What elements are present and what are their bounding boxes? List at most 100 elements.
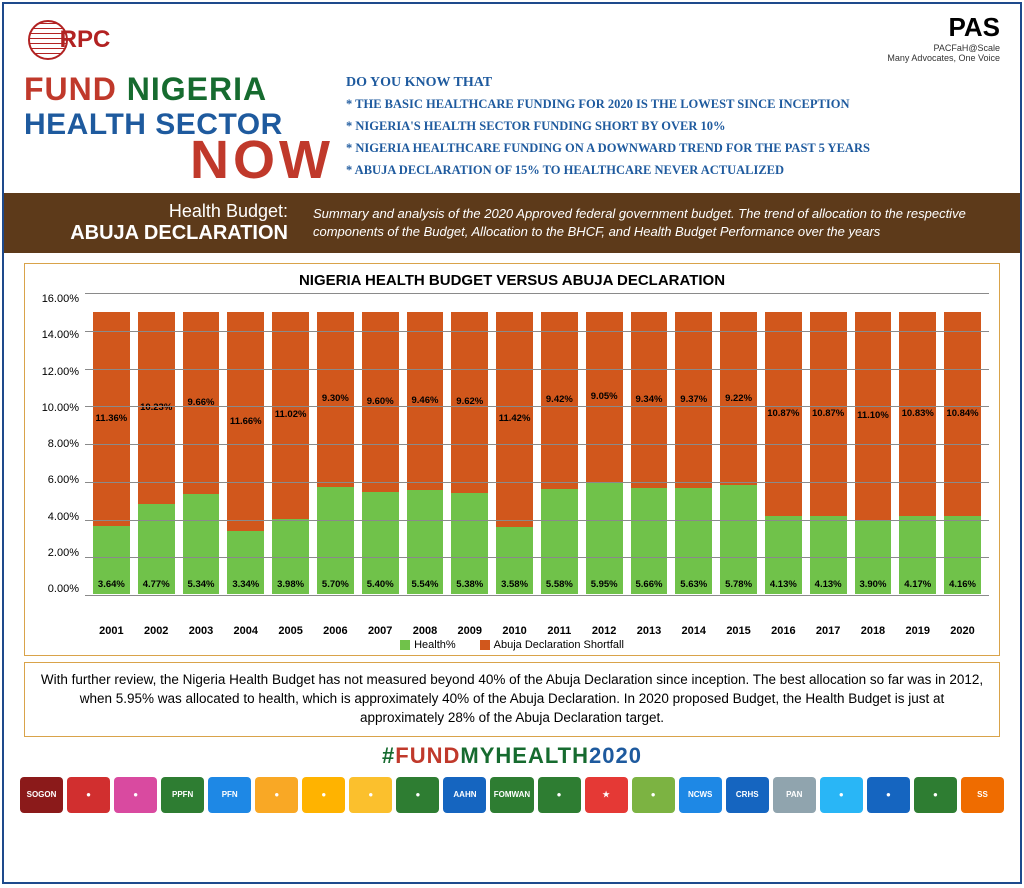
footer-logo: AAHN [443, 777, 486, 813]
bar-value-health: 3.64% [98, 579, 125, 590]
y-tick: 14.00% [35, 329, 79, 341]
x-tick: 2017 [806, 625, 851, 637]
chart-area: NIGERIA HEALTH BUDGET VERSUS ABUJA DECLA… [24, 263, 1000, 656]
x-tick: 2019 [895, 625, 940, 637]
title-now: NOW [24, 138, 334, 184]
x-tick: 2020 [940, 625, 985, 637]
bar-value-shortfall: 9.22% [725, 393, 752, 404]
x-tick: 2016 [761, 625, 806, 637]
bar-value-shortfall: 9.30% [322, 393, 349, 404]
footer-logo: ● [67, 777, 110, 813]
x-tick: 2002 [134, 625, 179, 637]
x-tick: 2018 [851, 625, 896, 637]
fact-item: * THE BASIC HEALTHCARE FUNDING FOR 2020 … [346, 97, 1000, 112]
gridline [85, 444, 989, 445]
bar-value-shortfall: 11.10% [857, 410, 889, 421]
bar-value-health: 3.90% [859, 579, 886, 590]
bar-value-health: 5.95% [591, 579, 618, 590]
bar-value-health: 5.38% [456, 579, 483, 590]
footer-logo: PAN [773, 777, 816, 813]
x-tick: 2006 [313, 625, 358, 637]
y-tick: 6.00% [35, 474, 79, 486]
hashtag-hash: # [382, 743, 395, 768]
facts-heading: DO YOU KNOW THAT [346, 75, 1000, 91]
x-tick: 2008 [403, 625, 448, 637]
bar-value-health: 4.13% [815, 579, 842, 590]
logo-drpc-text: RPC [60, 26, 111, 54]
x-tick: 2003 [179, 625, 224, 637]
bar-value-shortfall: 9.34% [635, 394, 662, 405]
bar-value-shortfall: 9.42% [546, 394, 573, 405]
legend-swatch-health [400, 640, 410, 650]
bar-value-health: 5.40% [367, 579, 394, 590]
y-tick: 2.00% [35, 547, 79, 559]
footer-logo: PFN [208, 777, 251, 813]
fact-item: * NIGERIA HEALTHCARE FUNDING ON A DOWNWA… [346, 141, 1000, 156]
bar-value-health: 5.34% [188, 579, 215, 590]
hashtag-p2: MYHEALTH [460, 743, 589, 768]
y-tick: 10.00% [35, 402, 79, 414]
bar-value-shortfall: 9.05% [591, 391, 618, 402]
gridline [85, 331, 989, 332]
bar-value-shortfall: 10.23% [140, 402, 172, 413]
fact-item: * NIGERIA'S HEALTH SECTOR FUNDING SHORT … [346, 119, 1000, 134]
logo-pas-sub1: PACFaH@Scale [887, 43, 1000, 53]
bar-value-health: 5.63% [680, 579, 707, 590]
footer-logo: FOMWAN [490, 777, 533, 813]
gridline [85, 482, 989, 483]
x-tick: 2012 [582, 625, 627, 637]
bar-value-health: 4.17% [904, 579, 931, 590]
x-tick: 2010 [492, 625, 537, 637]
title-fund: FUND [24, 71, 117, 107]
bar-value-shortfall: 10.87% [812, 408, 844, 419]
footer-logo: ● [820, 777, 863, 813]
x-tick: 2013 [627, 625, 672, 637]
fact-item: * ABUJA DECLARATION OF 15% TO HEALTHCARE… [346, 163, 1000, 178]
bar-value-health: 5.58% [546, 579, 573, 590]
footer-logo: ● [114, 777, 157, 813]
footer-logo: PPFN [161, 777, 204, 813]
x-tick: 2009 [447, 625, 492, 637]
bar-value-health: 3.58% [501, 579, 528, 590]
banner-right: Summary and analysis of the 2020 Approve… [312, 205, 1006, 240]
facts-block: DO YOU KNOW THAT * THE BASIC HEALTHCARE … [346, 71, 1000, 185]
footer-logo: ● [302, 777, 345, 813]
footer-logo: ● [914, 777, 957, 813]
bar-segment-health [586, 482, 623, 594]
x-tick: 2004 [223, 625, 268, 637]
footer-logo: ● [867, 777, 910, 813]
footer-logo: ● [538, 777, 581, 813]
bar-value-shortfall: 10.84% [946, 408, 978, 419]
logo-pas: PAS PACFaH@Scale Many Advocates, One Voi… [887, 12, 1000, 67]
logo-pas-sub2: Many Advocates, One Voice [887, 53, 1000, 63]
footer-logo: ● [396, 777, 439, 813]
gridline [85, 557, 989, 558]
footer-logo: NCWS [679, 777, 722, 813]
bar-value-health: 4.77% [143, 579, 170, 590]
bar-value-health: 3.34% [232, 579, 259, 590]
bar-value-health: 5.70% [322, 579, 349, 590]
legend-swatch-shortfall [480, 640, 490, 650]
footer-logo: ● [349, 777, 392, 813]
bar-segment-health [317, 487, 354, 594]
bar-segment-health [720, 485, 757, 594]
x-tick: 2015 [716, 625, 761, 637]
footer-logo: CRHS [726, 777, 769, 813]
gridline [85, 406, 989, 407]
legend-label-shortfall: Abuja Declaration Shortfall [494, 639, 624, 651]
sub-banner: Health Budget: ABUJA DECLARATION Summary… [4, 193, 1020, 253]
banner-left-line1: Health Budget: [18, 201, 288, 222]
x-tick: 2007 [358, 625, 403, 637]
footer-logo: ★ [585, 777, 628, 813]
x-tick: 2005 [268, 625, 313, 637]
footer-logo: ● [255, 777, 298, 813]
logo-pas-main: PAS [887, 12, 1000, 43]
bar-value-shortfall: 11.66% [230, 416, 262, 427]
x-tick: 2014 [671, 625, 716, 637]
bar-value-health: 4.16% [949, 579, 976, 590]
main-title: FUND NIGERIA HEALTH SECTOR NOW [24, 71, 334, 185]
x-tick: 2001 [89, 625, 134, 637]
plot: 3.64%11.36%4.77%10.23%5.34%9.66%3.34%11.… [85, 293, 989, 595]
title-nigeria: NIGERIA [127, 71, 267, 107]
banner-left-line2: ABUJA DECLARATION [18, 222, 288, 245]
